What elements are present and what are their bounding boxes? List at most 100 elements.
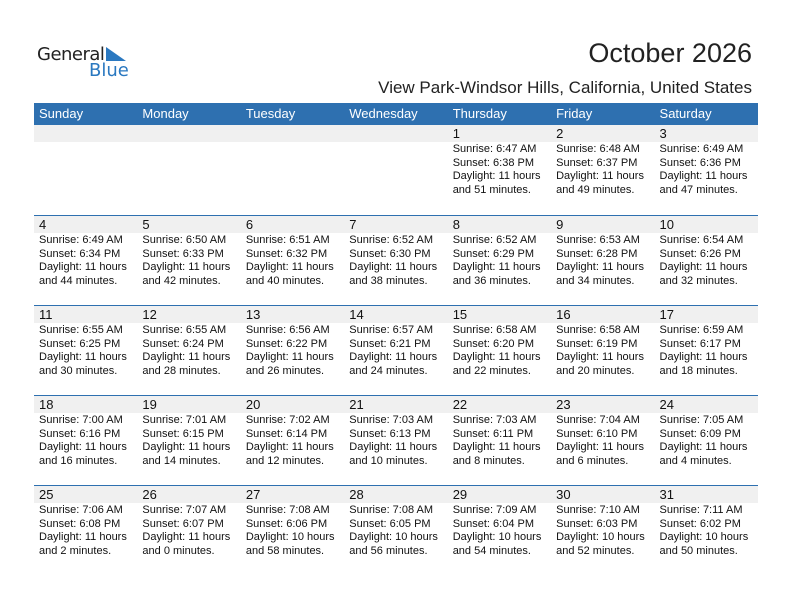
- day-info: Sunrise: 7:11 AM Sunset: 6:02 PM Daylight:…: [655, 504, 758, 558]
- sunrise-text: Sunrise: 6:55 AM: [39, 324, 123, 336]
- sunset-text: Sunset: 6:08 PM: [39, 517, 121, 530]
- day-number: 19: [137, 396, 241, 413]
- day-cell: 5 Sunrise: 6:50 AM Sunset: 6:33 PM Daylight…: [137, 216, 241, 305]
- day-info: Sunrise: 7:08 AM Sunset: 6:06 PM Daylight:…: [241, 504, 344, 558]
- minutes-text: and 12 minutes.: [245, 454, 325, 467]
- daylight-text: Daylight: 11 hours: [39, 261, 127, 273]
- sunset-text: Sunset: 6:24 PM: [142, 337, 224, 350]
- minutes-text: and 2 minutes.: [39, 544, 112, 557]
- logo-text-blue: Blue: [89, 60, 129, 81]
- day-number: 5: [137, 216, 241, 233]
- day-number: 11: [34, 306, 138, 323]
- sunrise-text: Sunrise: 6:50 AM: [142, 234, 227, 246]
- day-number: [344, 125, 448, 142]
- sunrise-text: Sunrise: 7:11 AM: [659, 504, 743, 516]
- day-cell: 12 Sunrise: 6:55 AM Sunset: 6:24 PM Dayligh…: [137, 306, 241, 395]
- daylight-text: Daylight: 11 hours: [142, 531, 231, 543]
- day-number: 29: [447, 486, 552, 503]
- sunset-text: Sunset: 6:13 PM: [349, 427, 431, 440]
- daylight-text: Daylight: 11 hours: [245, 351, 334, 363]
- day-cell: 2 Sunrise: 6:48 AM Sunset: 6:37 PM Daylight…: [551, 125, 655, 215]
- minutes-text: and 56 minutes.: [349, 544, 428, 557]
- sunrise-text: Sunrise: 7:05 AM: [659, 414, 744, 426]
- day-cell: 25 Sunrise: 7:06 AM Sunset: 6:08 PM Dayligh…: [34, 486, 138, 575]
- day-number: 23: [551, 396, 655, 413]
- day-info: Sunrise: 6:58 AM Sunset: 6:20 PM Daylight:…: [448, 324, 551, 378]
- sunrise-text: Sunrise: 6:49 AM: [659, 143, 744, 155]
- daylight-text: Daylight: 11 hours: [452, 170, 541, 182]
- minutes-text: and 8 minutes.: [452, 454, 525, 467]
- minutes-text: and 47 minutes.: [659, 183, 738, 196]
- minutes-text: and 20 minutes.: [556, 364, 635, 377]
- week-row: 25 Sunrise: 7:06 AM Sunset: 6:08 PM Dayligh…: [34, 485, 758, 575]
- sunrise-text: Sunrise: 7:08 AM: [349, 504, 434, 516]
- day-info: Sunrise: 6:50 AM Sunset: 6:33 PM Daylight:…: [137, 234, 240, 288]
- empty-cell: [344, 125, 448, 215]
- day-cell: 6 Sunrise: 6:51 AM Sunset: 6:32 PM Daylight…: [240, 216, 345, 305]
- minutes-text: and 52 minutes.: [556, 544, 635, 557]
- sunset-text: Sunset: 6:15 PM: [142, 427, 224, 440]
- empty-cell: [34, 125, 138, 215]
- sunset-text: Sunset: 6:29 PM: [452, 247, 535, 260]
- sunrise-text: Sunrise: 7:08 AM: [245, 504, 330, 516]
- daylight-text: Daylight: 11 hours: [142, 441, 231, 453]
- week-row: 1 Sunrise: 6:47 AM Sunset: 6:38 PM Daylight…: [34, 125, 758, 215]
- sunset-text: Sunset: 6:30 PM: [349, 247, 431, 260]
- minutes-text: and 32 minutes.: [659, 274, 738, 287]
- sunrise-text: Sunrise: 6:59 AM: [659, 324, 744, 336]
- sunrise-text: Sunrise: 7:06 AM: [39, 504, 123, 516]
- daylight-text: Daylight: 11 hours: [659, 441, 748, 453]
- day-info: Sunrise: 7:09 AM Sunset: 6:04 PM Daylight:…: [448, 504, 551, 558]
- daylight-text: Daylight: 11 hours: [349, 351, 438, 363]
- day-number: 1: [447, 125, 552, 142]
- day-number: 9: [551, 216, 655, 233]
- sunset-text: Sunset: 6:02 PM: [659, 517, 741, 530]
- day-cell: 20 Sunrise: 7:02 AM Sunset: 6:14 PM Dayligh…: [240, 396, 345, 485]
- minutes-text: and 42 minutes.: [142, 274, 221, 287]
- day-info: Sunrise: 6:53 AM Sunset: 6:28 PM Daylight:…: [551, 234, 654, 288]
- sunset-text: Sunset: 6:25 PM: [39, 337, 121, 350]
- sunset-text: Sunset: 6:32 PM: [245, 247, 328, 260]
- sunrise-text: Sunrise: 6:55 AM: [142, 324, 227, 336]
- daylight-text: Daylight: 11 hours: [556, 261, 644, 273]
- week-row: 18 Sunrise: 7:00 AM Sunset: 6:16 PM Dayligh…: [34, 395, 758, 485]
- daylight-text: Daylight: 11 hours: [142, 261, 231, 273]
- sunset-text: Sunset: 6:10 PM: [556, 427, 638, 440]
- day-info: Sunrise: 7:05 AM Sunset: 6:09 PM Daylight:…: [655, 414, 758, 468]
- sunset-text: Sunset: 6:38 PM: [452, 156, 535, 169]
- day-info: Sunrise: 6:51 AM Sunset: 6:32 PM Daylight:…: [241, 234, 344, 288]
- daylight-text: Daylight: 11 hours: [659, 261, 748, 273]
- weekday-sunday: Sunday: [39, 106, 84, 121]
- day-cell: 9 Sunrise: 6:53 AM Sunset: 6:28 PM Daylight…: [551, 216, 655, 305]
- day-cell: 1 Sunrise: 6:47 AM Sunset: 6:38 PM Daylight…: [447, 125, 552, 215]
- daylight-text: Daylight: 11 hours: [452, 441, 541, 453]
- day-number: 18: [34, 396, 138, 413]
- sunset-text: Sunset: 6:26 PM: [659, 247, 741, 260]
- daylight-text: Daylight: 11 hours: [245, 261, 334, 273]
- day-number: 4: [34, 216, 138, 233]
- day-number: 6: [240, 216, 345, 233]
- sunrise-text: Sunrise: 7:07 AM: [142, 504, 227, 516]
- minutes-text: and 36 minutes.: [452, 274, 531, 287]
- day-number: 13: [240, 306, 345, 323]
- sunset-text: Sunset: 6:17 PM: [659, 337, 741, 350]
- daylight-text: Daylight: 11 hours: [556, 351, 644, 363]
- day-cell: 26 Sunrise: 7:07 AM Sunset: 6:07 PM Dayligh…: [137, 486, 241, 575]
- minutes-text: and 44 minutes.: [39, 274, 118, 287]
- day-number: 16: [551, 306, 655, 323]
- day-info: Sunrise: 6:47 AM Sunset: 6:38 PM Daylight:…: [448, 143, 551, 197]
- weekday-header: Sunday Monday Tuesday Wednesday Thursday Frid…: [34, 103, 758, 125]
- day-cell: 22 Sunrise: 7:03 AM Sunset: 6:11 PM Dayligh…: [447, 396, 552, 485]
- day-cell: 24 Sunrise: 7:05 AM Sunset: 6:09 PM Dayligh…: [654, 396, 758, 485]
- day-cell: 14 Sunrise: 6:57 AM Sunset: 6:21 PM Dayligh…: [344, 306, 448, 395]
- daylight-text: Daylight: 11 hours: [556, 170, 644, 182]
- day-info: Sunrise: 7:08 AM Sunset: 6:05 PM Daylight:…: [344, 504, 447, 558]
- minutes-text: and 38 minutes.: [349, 274, 428, 287]
- day-number: 25: [34, 486, 138, 503]
- minutes-text: and 4 minutes.: [659, 454, 732, 467]
- sunrise-text: Sunrise: 6:58 AM: [452, 324, 537, 336]
- sunset-text: Sunset: 6:07 PM: [142, 517, 224, 530]
- sunrise-text: Sunrise: 7:09 AM: [452, 504, 537, 516]
- minutes-text: and 26 minutes.: [245, 364, 325, 377]
- daylight-text: Daylight: 10 hours: [659, 531, 749, 543]
